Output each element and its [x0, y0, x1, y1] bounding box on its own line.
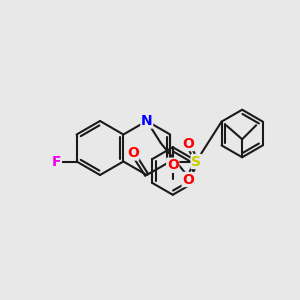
Text: O: O	[182, 172, 194, 187]
Text: O: O	[167, 158, 179, 172]
Text: O: O	[182, 136, 194, 151]
Text: S: S	[191, 154, 201, 169]
Text: O: O	[127, 146, 139, 160]
Text: F: F	[52, 154, 62, 169]
Text: N: N	[141, 114, 153, 128]
